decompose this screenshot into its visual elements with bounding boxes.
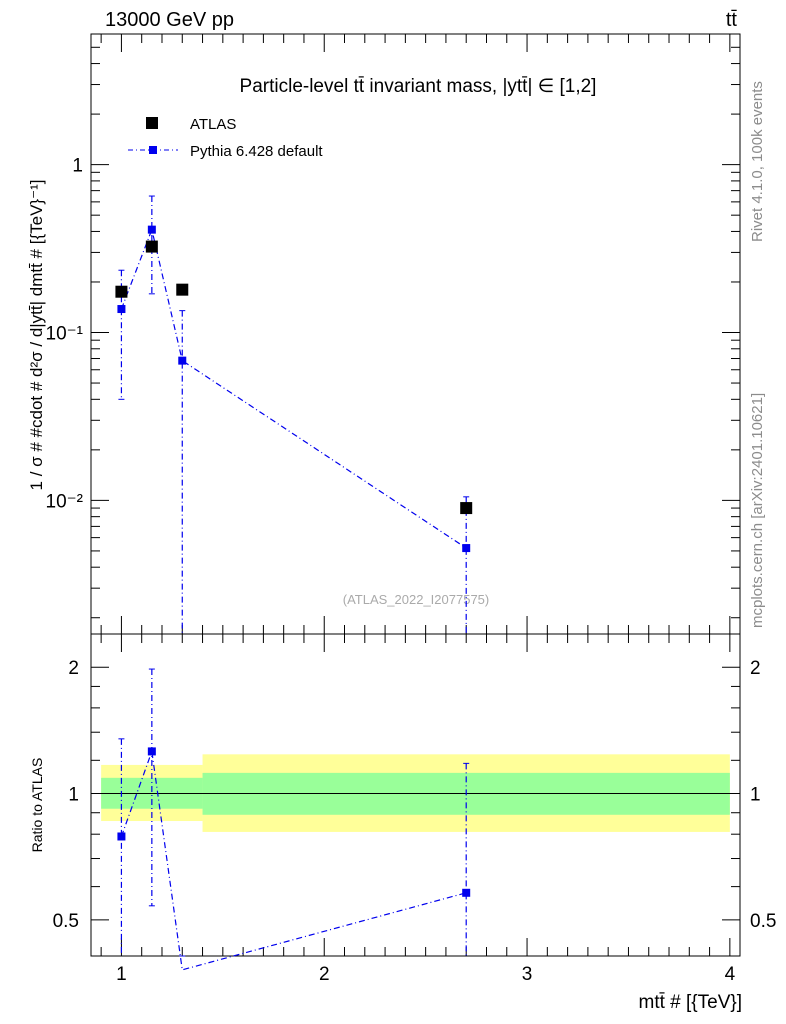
ratio-y-axis-label: Ratio to ATLAS [29,758,45,853]
pythia-point [178,356,187,365]
ratio-y-tick-label-2: 2 [68,658,79,679]
analysis-label: (ATLAS_2022_I2077575) [343,592,489,607]
main-y-tick-label-0: 10⁻² [46,491,84,512]
main-frame [90,33,741,635]
atlas-point [145,240,158,253]
pythia-line [120,227,467,549]
ratio-frame [90,633,741,957]
ratio-y-tick-label-right-0: 0.5 [750,911,776,932]
pythia-point [117,305,126,314]
ratio-pythia-point [117,832,126,841]
energy-label: 13000 GeV pp [105,9,234,31]
legend-pythia-marker [149,146,157,154]
main-y-tick-label-1: 10⁻¹ [46,324,84,345]
atlas-point [176,283,189,296]
atlas-point [115,285,128,298]
main-y-axis-label: 1 / σ # #cdot # d²σ / d|ytt̄| dmtt̄ # [{… [27,180,46,491]
legend-atlas-label: ATLAS [190,116,236,133]
x-tick-label-1: 2 [319,964,330,985]
ratio-axes: 0.5 0.5 1 1 2 2 1 2 3 4 [53,633,776,985]
ratio-y-tick-label-right-1: 1 [750,785,761,806]
main-y-tick-label-2: 1 [72,156,83,177]
ratio-y-tick-label-0: 0.5 [53,911,79,932]
x-tick-label-0: 1 [116,964,127,985]
process-label: tt̄ [726,9,738,31]
ratio-y-tick-label-right-2: 2 [750,658,761,679]
mcplots-label: mcplots.cern.ch [arXiv:2401.10621] [749,393,766,628]
rivet-label: Rivet 4.1.0, 100k events [749,81,766,242]
x-axis-label: mtt̄ # [{TeV}] [639,992,743,1013]
atlas-point [460,502,473,515]
ratio-y-tick-label-1: 1 [68,785,79,806]
x-tick-label-2: 3 [522,964,533,985]
pythia-point [147,225,156,234]
x-tick-label-3: 4 [725,964,736,985]
ratio-pythia-point [462,888,471,897]
ratio-pythia-point [147,747,156,756]
ratio-pythia-line [120,751,467,971]
legend-atlas-marker [146,117,158,129]
main-title: Particle-level tt̄ invariant mass, |ytt̄… [240,76,597,97]
legend-pythia-label: Pythia 6.428 default [190,143,323,160]
main-series [115,195,473,634]
ratio-series [117,668,471,971]
pythia-point [462,544,471,553]
